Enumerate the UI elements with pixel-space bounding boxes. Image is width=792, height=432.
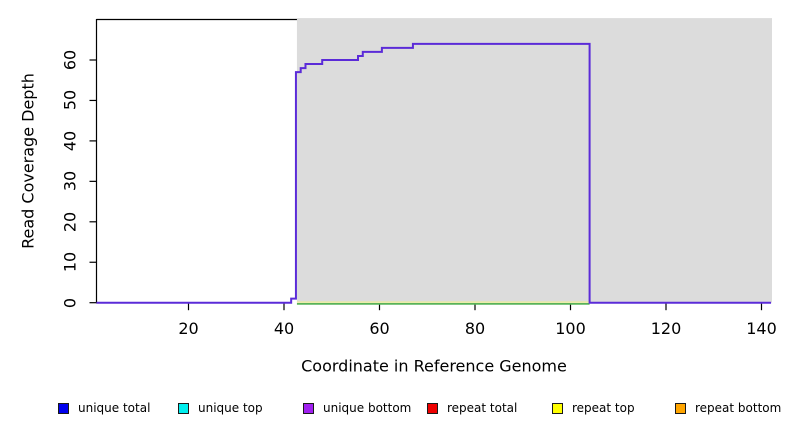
shaded-region bbox=[296, 19, 772, 303]
y-tick-label: 40 bbox=[60, 130, 80, 152]
legend-label: repeat bottom bbox=[695, 401, 782, 415]
y-tick-label: 0 bbox=[60, 297, 80, 308]
x-tick-label: 20 bbox=[178, 319, 199, 338]
legend-label: unique total bbox=[78, 401, 151, 415]
coverage-step-line bbox=[96, 42, 772, 304]
legend-item-unique-top: unique top bbox=[178, 401, 263, 415]
legend-item-unique-total: unique total bbox=[58, 401, 150, 415]
y-tick-label: 50 bbox=[60, 90, 80, 111]
x-tick-label: 60 bbox=[369, 319, 390, 338]
legend-label: unique top bbox=[198, 401, 263, 415]
legend-swatch bbox=[675, 402, 686, 414]
legend-swatch bbox=[552, 402, 563, 414]
x-tick-label: 80 bbox=[464, 319, 486, 338]
y-tick-label: 10 bbox=[60, 252, 80, 273]
x-axis-title: Coordinate in Reference Genome bbox=[301, 356, 567, 376]
legend-swatch bbox=[58, 402, 69, 414]
legend-label: unique bottom bbox=[323, 401, 412, 415]
legend-swatch bbox=[178, 402, 189, 414]
y-axis-title: Read Coverage Depth bbox=[18, 73, 38, 249]
x-tick-label: 120 bbox=[650, 319, 682, 338]
y-tick-label: 30 bbox=[60, 171, 80, 192]
legend-item-repeat-bottom: repeat bottom bbox=[675, 401, 781, 415]
x-tick-label: 100 bbox=[555, 319, 586, 338]
x-tick-label: 40 bbox=[273, 319, 295, 338]
legend-label: repeat top bbox=[572, 401, 635, 415]
x-tick-label: 140 bbox=[746, 319, 777, 338]
legend-swatch bbox=[427, 402, 438, 414]
legend-swatch bbox=[303, 402, 314, 414]
y-tick-label: 20 bbox=[60, 211, 80, 232]
legend-item-repeat-total: repeat total bbox=[427, 401, 517, 415]
y-tick-label: 60 bbox=[60, 49, 80, 71]
legend-label: repeat total bbox=[447, 401, 518, 415]
legend-item-repeat-top: repeat top bbox=[552, 401, 635, 415]
legend-item-unique-bottom: unique bottom bbox=[303, 401, 411, 415]
